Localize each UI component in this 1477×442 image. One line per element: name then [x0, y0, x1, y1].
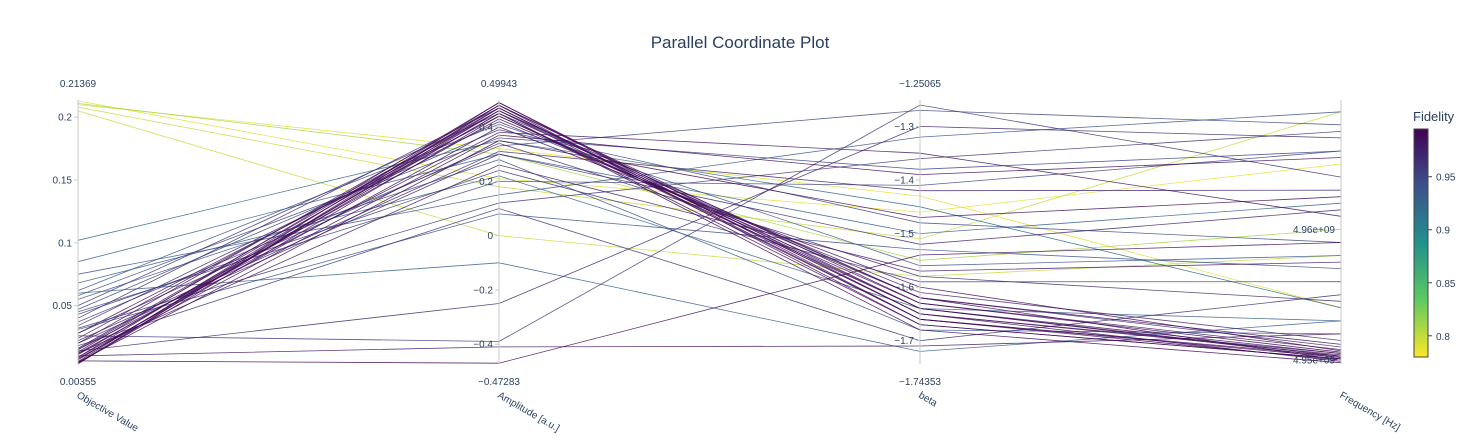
data-line-29 [77, 164, 1342, 354]
axis-min-label: −1.74353 [899, 377, 941, 388]
data-line-3 [77, 110, 1342, 277]
colorbar-tick-label: 0.8 [1436, 332, 1450, 343]
axis-tick-label: 0.1 [58, 238, 72, 249]
data-line-31 [77, 333, 1342, 357]
data-line-43 [77, 110, 1342, 354]
axis-tick-label: 0.15 [53, 176, 73, 187]
axis-tick-label: −0.2 [473, 285, 493, 296]
colorbar-gradient [1413, 128, 1429, 358]
axis-min-label: −0.47283 [478, 377, 520, 388]
axis-tick-label: 4.95e+09 [1293, 356, 1335, 367]
axis-tick-label: −1.7 [894, 336, 914, 347]
data-line-2 [77, 106, 1342, 240]
axis-tick-label: 0.05 [53, 301, 73, 312]
axis-title-2: beta [917, 390, 940, 409]
axis-max-label: 0.49943 [481, 79, 518, 90]
data-line-24 [77, 208, 1342, 347]
data-line-10 [77, 137, 1342, 296]
data-line-9 [77, 123, 1342, 291]
data-line-20 [77, 104, 1342, 342]
data-line-35 [77, 242, 1342, 364]
axis-tick-label: 0 [487, 231, 493, 242]
axis-tick-label: 4.96e+09 [1293, 225, 1335, 236]
axis-title-1: Amplitude [a.u.] [496, 390, 562, 434]
colorbar-tick-label: 0.85 [1436, 279, 1456, 290]
data-line-37 [77, 140, 1342, 363]
data-line-12 [77, 112, 1342, 348]
data-line-44 [77, 112, 1342, 364]
axis-max-label: −1.25065 [899, 79, 941, 90]
colorbar-tick-label: 0.95 [1436, 173, 1456, 184]
data-line-13 [77, 129, 1342, 310]
polylines-layer [77, 100, 1342, 365]
data-line-19 [77, 115, 1342, 350]
data-line-18 [77, 213, 1342, 330]
data-line-26 [77, 131, 1342, 350]
data-line-39 [77, 115, 1342, 364]
data-line-40 [77, 104, 1342, 365]
data-line-17 [77, 121, 1342, 341]
axis-tick-label: −1.4 [894, 175, 914, 186]
data-line-46 [77, 262, 1342, 352]
axis-max-label: 0.21369 [60, 79, 97, 90]
colorbar-title: Fidelity [1413, 109, 1455, 124]
axis-min-label: 0.00355 [60, 377, 97, 388]
data-line-25 [77, 107, 1342, 361]
data-line-6 [77, 153, 1342, 263]
colorbar-tick-label: 0.9 [1436, 226, 1450, 237]
data-line-42 [77, 126, 1342, 358]
axis-tick-label: 0.2 [479, 177, 493, 188]
data-line-22 [77, 150, 1342, 342]
axis-title-0: Objective Value [75, 390, 141, 434]
data-line-0 [77, 104, 1342, 309]
data-line-5 [77, 140, 1342, 309]
axis-tick-label: 0.4 [479, 122, 493, 133]
axis-tick-label: −1.6 [894, 283, 914, 294]
axis-title-3: Frequency [Hz] [1338, 390, 1402, 434]
axis-tick-label: −1.3 [894, 122, 914, 133]
axis-tick-label: −0.4 [473, 340, 493, 351]
data-line-48 [77, 131, 1342, 329]
chart-title: Parallel Coordinate Plot [651, 33, 830, 52]
axis-tick-label: −1.5 [894, 229, 914, 240]
axis-tick-label: 0.2 [58, 113, 72, 124]
data-line-33 [77, 134, 1342, 359]
colorbar: Fidelity 0.8 0.85 0.9 0.95 [1413, 109, 1456, 358]
data-line-45 [77, 153, 1342, 344]
data-line-38 [77, 107, 1342, 364]
